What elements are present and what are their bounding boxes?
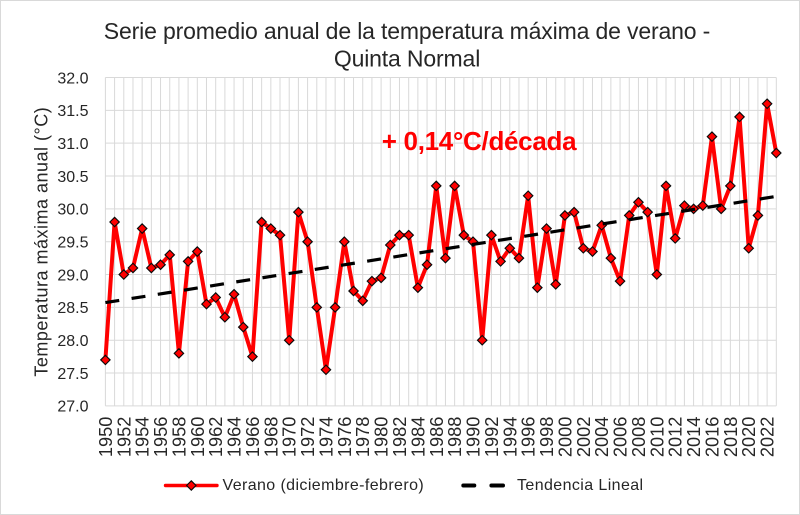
svg-text:1958: 1958 bbox=[169, 417, 189, 457]
svg-text:2018: 2018 bbox=[721, 417, 741, 457]
svg-text:Verano (diciembre-febrero): Verano (diciembre-febrero) bbox=[223, 477, 425, 494]
svg-text:31.5: 31.5 bbox=[57, 103, 88, 120]
svg-text:Temperatura máxima anual (°C): Temperatura máxima anual (°C) bbox=[32, 107, 52, 377]
svg-text:2002: 2002 bbox=[574, 417, 594, 457]
svg-text:1974: 1974 bbox=[316, 417, 336, 457]
svg-text:Quinta Normal: Quinta Normal bbox=[334, 46, 480, 72]
svg-text:2012: 2012 bbox=[666, 417, 686, 457]
svg-text:2016: 2016 bbox=[702, 417, 722, 457]
svg-text:+ 0,14°C/década: + 0,14°C/década bbox=[382, 126, 577, 156]
svg-text:1964: 1964 bbox=[225, 417, 245, 457]
svg-text:1996: 1996 bbox=[519, 417, 539, 457]
svg-text:1982: 1982 bbox=[390, 417, 410, 457]
svg-text:32.0: 32.0 bbox=[57, 70, 88, 87]
svg-text:2022: 2022 bbox=[758, 417, 778, 457]
svg-text:2004: 2004 bbox=[592, 417, 612, 457]
svg-text:1992: 1992 bbox=[482, 417, 502, 457]
svg-text:1956: 1956 bbox=[151, 417, 171, 457]
svg-text:1966: 1966 bbox=[243, 417, 263, 457]
svg-text:1984: 1984 bbox=[408, 417, 428, 457]
svg-text:1988: 1988 bbox=[445, 417, 465, 457]
svg-text:2008: 2008 bbox=[629, 417, 649, 457]
svg-text:30.5: 30.5 bbox=[57, 169, 88, 186]
svg-text:1978: 1978 bbox=[353, 417, 373, 457]
svg-text:1968: 1968 bbox=[261, 417, 281, 457]
svg-text:1952: 1952 bbox=[114, 417, 134, 457]
svg-text:2006: 2006 bbox=[611, 417, 631, 457]
svg-text:1972: 1972 bbox=[298, 417, 318, 457]
svg-text:1960: 1960 bbox=[188, 417, 208, 457]
svg-text:Serie promedio anual de la tem: Serie promedio anual de la temperatura m… bbox=[104, 18, 710, 44]
svg-text:1970: 1970 bbox=[280, 417, 300, 457]
svg-text:1962: 1962 bbox=[206, 417, 226, 457]
svg-text:2010: 2010 bbox=[647, 417, 667, 457]
svg-text:2020: 2020 bbox=[739, 417, 759, 457]
svg-text:1990: 1990 bbox=[464, 417, 484, 457]
svg-text:29.5: 29.5 bbox=[57, 235, 88, 252]
svg-text:1986: 1986 bbox=[427, 417, 447, 457]
svg-text:28.0: 28.0 bbox=[57, 333, 88, 350]
svg-text:1950: 1950 bbox=[96, 417, 116, 457]
svg-text:1980: 1980 bbox=[372, 417, 392, 457]
svg-text:28.5: 28.5 bbox=[57, 300, 88, 317]
svg-text:30.0: 30.0 bbox=[57, 202, 88, 219]
svg-text:1976: 1976 bbox=[335, 417, 355, 457]
svg-text:1998: 1998 bbox=[537, 417, 557, 457]
svg-text:27.5: 27.5 bbox=[57, 366, 88, 383]
svg-text:2000: 2000 bbox=[555, 417, 575, 457]
svg-text:29.0: 29.0 bbox=[57, 267, 88, 284]
svg-text:2014: 2014 bbox=[684, 417, 704, 457]
svg-text:1994: 1994 bbox=[500, 417, 520, 457]
svg-text:Tendencia Lineal: Tendencia Lineal bbox=[517, 477, 644, 494]
svg-text:27.0: 27.0 bbox=[57, 399, 88, 416]
svg-text:1954: 1954 bbox=[133, 417, 153, 457]
svg-text:31.0: 31.0 bbox=[57, 136, 88, 153]
